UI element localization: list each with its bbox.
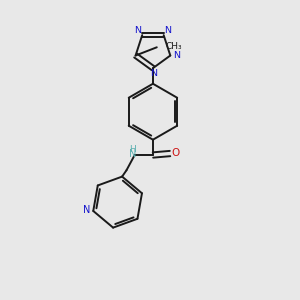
Text: CH₃: CH₃: [165, 42, 182, 51]
Text: H: H: [129, 145, 136, 154]
Text: N: N: [165, 26, 172, 34]
Text: N: N: [83, 205, 91, 215]
Text: N: N: [173, 51, 180, 60]
Text: O: O: [172, 148, 180, 158]
Text: N: N: [150, 69, 157, 78]
Text: N: N: [134, 26, 141, 34]
Text: N: N: [129, 149, 136, 159]
